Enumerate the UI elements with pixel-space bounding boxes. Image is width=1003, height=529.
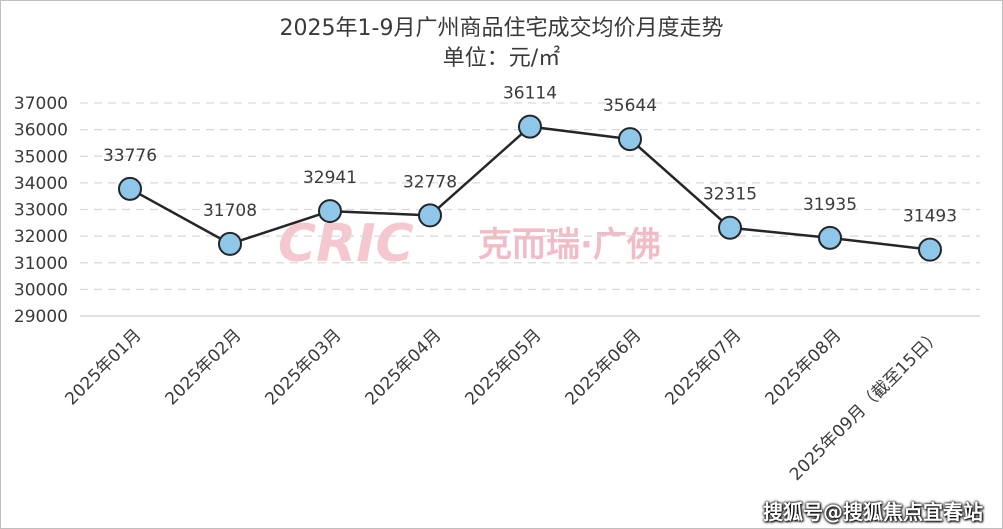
x-tick-label: 2025年02月 <box>161 325 245 409</box>
data-point <box>118 176 142 201</box>
data-label: 31708 <box>203 201 257 221</box>
data-label: 36114 <box>503 84 557 104</box>
watermark-text: 克而瑞·广佛 <box>478 225 661 265</box>
data-point <box>218 231 242 256</box>
data-label: 32778 <box>403 172 457 192</box>
data-label: 33776 <box>103 146 157 166</box>
x-tick-label: 2025年08月 <box>761 325 845 409</box>
data-point <box>318 199 342 224</box>
watermark: CRIC 克而瑞·广佛 <box>278 214 661 274</box>
y-tick-label: 34000 <box>14 174 68 194</box>
y-tick-label: 33000 <box>14 201 68 221</box>
data-point <box>718 215 742 240</box>
footer-credit: 搜狐号@搜狐焦点宜春站 <box>763 500 983 524</box>
y-tick-label: 37000 <box>14 94 68 114</box>
y-tick-label: 30000 <box>14 280 68 300</box>
data-label: 31493 <box>903 207 957 227</box>
x-tick-label: 2025年01月 <box>61 325 145 409</box>
series: 33776 31708 32941 32778 36114 35644 32315 31935… <box>103 84 957 262</box>
x-tick-label: 2025年07月 <box>661 325 745 409</box>
watermark-logo: CRIC <box>278 214 414 274</box>
x-tick-label: 2025年04月 <box>361 325 445 409</box>
y-tick-label: 29000 <box>14 307 68 327</box>
x-tick-label: 2025年06月 <box>561 325 645 409</box>
data-point <box>818 225 842 250</box>
chart-title: 2025年1-9月广州商品住宅成交均价月度走势 <box>279 16 724 41</box>
data-point <box>418 203 442 228</box>
data-label: 35644 <box>603 96 657 116</box>
x-tick-label: 2025年05月 <box>461 325 545 409</box>
y-tick-label: 36000 <box>14 121 68 141</box>
data-point <box>518 114 542 139</box>
y-tick-label: 31000 <box>14 254 68 274</box>
data-label: 32941 <box>303 168 357 188</box>
data-label: 31935 <box>803 195 857 215</box>
data-point <box>618 127 642 152</box>
y-tick-label: 32000 <box>14 227 68 247</box>
data-point <box>918 237 942 262</box>
y-tick-label: 35000 <box>14 147 68 167</box>
y-axis: 29000 30000 31000 32000 33000 34000 35000 36000… <box>14 94 68 327</box>
x-axis: 2025年01月 2025年02月 2025年03月 2025年04月 2025年05月… <box>61 325 945 484</box>
chart-subtitle: 单位：元/㎡ <box>442 46 561 71</box>
data-label: 32315 <box>703 185 757 205</box>
x-tick-label: 2025年03月 <box>261 325 345 409</box>
